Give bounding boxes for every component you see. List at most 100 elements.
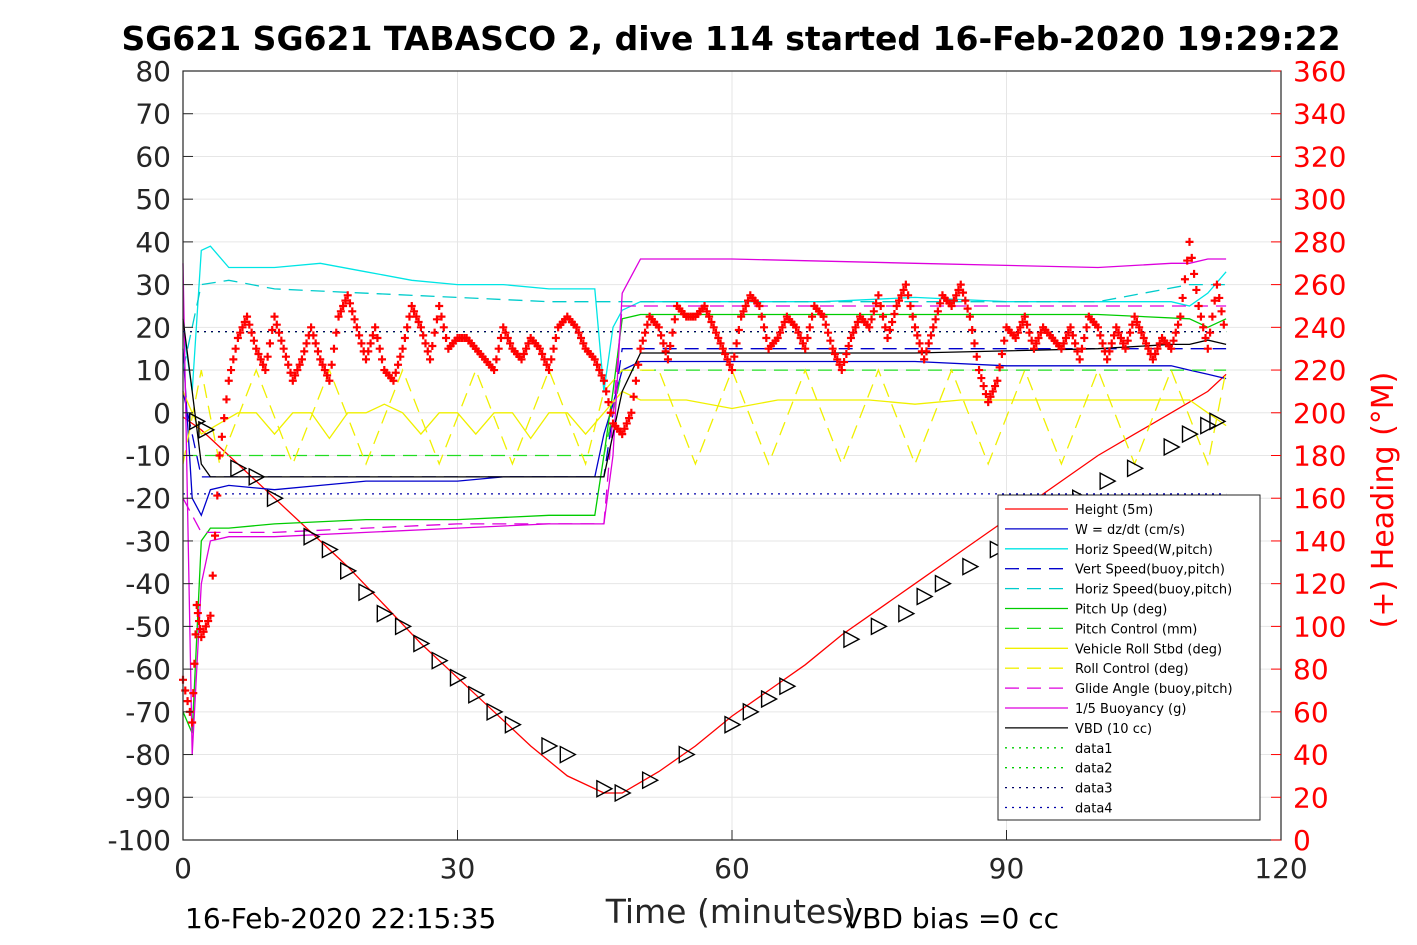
position-marker: [916, 587, 934, 606]
heading-point: [217, 432, 226, 441]
y-tick-label: -90: [125, 781, 171, 814]
heading-point: [1114, 328, 1123, 337]
y-tick-label: -100: [107, 824, 171, 857]
x-tick-label: 30: [440, 852, 476, 885]
heading-point: [231, 344, 240, 353]
heading-point: [295, 360, 304, 369]
heading-point: [702, 307, 711, 316]
heading-point: [1080, 334, 1089, 343]
legend-label-11: VBD (10 cc): [1075, 722, 1152, 737]
heading-point: [334, 312, 343, 321]
heading-point: [634, 360, 643, 369]
heading-point: [1082, 323, 1091, 332]
heading-point: [437, 312, 446, 321]
heading-point: [1139, 334, 1148, 343]
position-marker: [431, 651, 449, 670]
heading-point: [776, 328, 785, 337]
heading-point: [1174, 320, 1183, 329]
heading-point: [341, 296, 350, 305]
series-line-1: [182, 348, 1227, 517]
footer-vbd-bias: VBD bias =0 cc: [843, 902, 1059, 935]
heading-point: [1219, 320, 1228, 329]
heading-point: [1105, 347, 1114, 356]
heading-point: [997, 350, 1006, 359]
position-marker: [870, 617, 888, 636]
position-marker: [248, 467, 266, 487]
position-marker: [1209, 412, 1227, 431]
heading-point: [654, 323, 663, 332]
heading-point: [224, 376, 233, 385]
heading-point: [1192, 285, 1201, 294]
heading-point: [1199, 323, 1208, 332]
legend-label-3: Vert Speed(buoy,pitch): [1075, 563, 1225, 578]
heading-point: [641, 328, 650, 337]
legend: Height (5m) W = dz/dt (cm/s) Horiz Speed(W…: [997, 494, 1261, 821]
y-tick-label: 30: [135, 269, 171, 302]
heading-point: [540, 355, 549, 364]
heading-point: [986, 392, 995, 401]
heading-point: [373, 334, 382, 343]
heading-point: [1137, 328, 1146, 337]
heading-point: [604, 398, 613, 407]
heading-point: [1110, 331, 1119, 340]
heading-point: [1187, 253, 1196, 262]
heading-point: [1112, 323, 1121, 332]
heading-point: [416, 323, 425, 332]
heading-point: [1121, 344, 1130, 353]
y-tick-label: 10: [135, 354, 171, 387]
position-marker: [1181, 424, 1199, 444]
heading-point: [1057, 344, 1066, 353]
heading-point: [700, 301, 709, 310]
heading-point: [574, 328, 583, 337]
heading-point: [636, 344, 645, 353]
heading-point: [313, 347, 322, 356]
heading-point: [981, 390, 990, 399]
heading-point: [1029, 344, 1038, 353]
heading-point: [1190, 269, 1199, 278]
heading-point: [545, 366, 553, 375]
heading-point: [833, 355, 842, 364]
position-marker: [358, 583, 376, 602]
legend-label-14: data3: [1075, 782, 1113, 797]
y-tick-label: 70: [135, 98, 171, 131]
y-right-tick-label: 60: [1293, 696, 1329, 729]
heading-point: [970, 339, 979, 348]
heading-point: [318, 360, 327, 369]
heading-point: [1023, 320, 1032, 329]
heading-point: [737, 312, 746, 321]
heading-point: [311, 339, 320, 348]
heading-point: [293, 366, 302, 375]
heading-point: [1025, 328, 1034, 337]
heading-point: [343, 291, 352, 300]
heading-point: [885, 326, 894, 335]
heading-point: [947, 301, 956, 310]
heading-point: [993, 376, 1002, 385]
heading-point: [1123, 336, 1132, 345]
x-tick-label: 90: [989, 852, 1025, 885]
heading-point: [348, 307, 357, 316]
heading-point: [968, 326, 977, 335]
heading-point: [309, 331, 318, 340]
position-marker: [559, 745, 577, 764]
heading-point: [396, 352, 405, 361]
heading-point: [291, 371, 300, 380]
x-tick-label: 60: [714, 852, 750, 885]
heading-point: [956, 280, 965, 289]
heading-point: [824, 328, 833, 337]
heading-point: [197, 633, 206, 642]
heading-point: [666, 342, 675, 351]
heading-point: [499, 323, 508, 332]
heading-point: [195, 617, 204, 626]
heading-point: [876, 301, 885, 310]
heading-point: [721, 350, 730, 359]
y-right-tick-label: 340: [1293, 98, 1346, 131]
legend-label-10: 1/5 Buoyancy (g): [1075, 702, 1186, 717]
y-tick-label: 60: [135, 140, 171, 173]
heading-point: [355, 331, 364, 340]
position-marker: [1163, 437, 1181, 457]
position-marker: [934, 574, 952, 593]
y-right-tick-label: 220: [1293, 354, 1346, 387]
heading-point: [846, 334, 855, 343]
heading-point: [853, 317, 862, 326]
